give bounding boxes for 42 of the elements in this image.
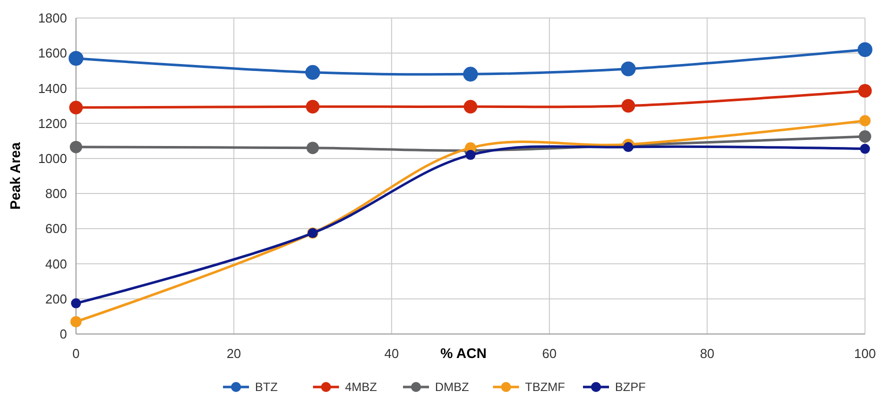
y-tick-label: 1200: [38, 116, 67, 131]
x-tick-label: 100: [854, 346, 876, 361]
point: [623, 142, 634, 152]
point: [620, 62, 636, 76]
point: [860, 144, 870, 154]
y-tick-label: 0: [60, 326, 67, 342]
point: [68, 50, 84, 66]
point: [622, 98, 636, 113]
y-tick-label: 1800: [38, 10, 67, 26]
y-axis-title: Peak Area: [7, 142, 23, 210]
x-tick-label: 20: [226, 346, 242, 361]
legend-label: BZPF: [615, 380, 646, 394]
point: [305, 65, 320, 80]
x-tick-label: 0: [72, 346, 80, 361]
point: [70, 140, 82, 154]
legend-label: DMBZ: [435, 380, 469, 394]
x-tick-label: 80: [700, 346, 714, 361]
y-tick-label: 1000: [38, 150, 67, 166]
point: [69, 100, 83, 114]
y-tick-label: 600: [45, 221, 67, 236]
point: [464, 100, 478, 114]
x-tick-label: 40: [384, 346, 399, 361]
point: [858, 42, 872, 57]
point: [306, 100, 320, 114]
point: [70, 316, 82, 328]
point: [858, 84, 872, 98]
y-tick-label: 1400: [38, 80, 67, 96]
y-tick-label: 400: [45, 256, 67, 272]
point: [466, 150, 476, 160]
point: [306, 142, 319, 154]
point: [858, 130, 872, 143]
legend-label: TBZMF: [525, 380, 565, 394]
point: [463, 66, 478, 82]
x-tick-label: 60: [542, 346, 557, 361]
legend-label: 4MBZ: [345, 380, 378, 394]
point: [71, 298, 81, 308]
legend-label: BTZ: [255, 380, 278, 394]
y-tick-label: 800: [45, 186, 67, 202]
x-axis-title: % ACN: [440, 345, 487, 361]
point: [859, 115, 871, 126]
y-tick-label: 1600: [38, 46, 67, 61]
y-tick-label: 200: [45, 291, 67, 306]
